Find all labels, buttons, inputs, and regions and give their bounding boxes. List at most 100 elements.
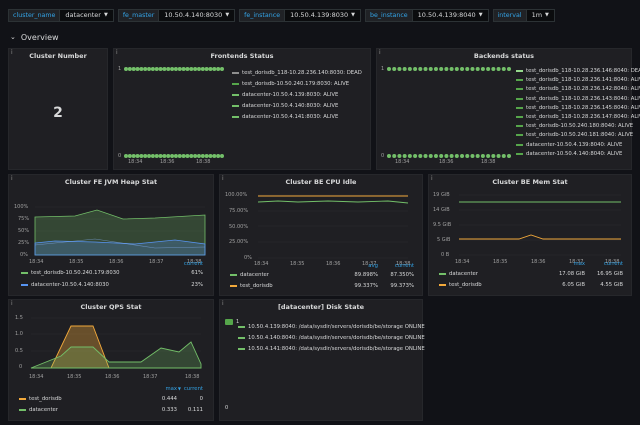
legend-item[interactable]: test_dorisdb_118-10.28.236.141:8040: ALI… (516, 77, 640, 83)
panel-disk-state[interactable]: i [datacenter] Disk State 1 0 10.50.4.13… (219, 299, 425, 421)
legend-item[interactable]: datacenter (19, 407, 58, 413)
status-point (491, 154, 496, 158)
chevron-down-icon: ⌄ (10, 33, 16, 41)
legend-header-avg: avg (368, 263, 378, 269)
series-label: datacenter (29, 407, 58, 413)
caret-down-icon: ▼ (103, 11, 108, 18)
legend-item[interactable]: datacenter-10.50.4.140:8030: ALIVE (232, 103, 338, 109)
series-label: test_dorisdb (240, 283, 273, 289)
legend-item[interactable]: test_dorisdb_118-10.28.236.140:8030: DEA… (232, 70, 362, 76)
panel-info-icon: i (11, 300, 13, 307)
legend-item[interactable]: datacenter (230, 272, 269, 278)
series-current: 99.373% (390, 283, 414, 289)
status-point (428, 67, 433, 71)
status-point (397, 154, 402, 158)
sort-desc-icon: ▼ (177, 386, 181, 391)
status-point (507, 154, 511, 158)
series-swatch (516, 88, 523, 91)
status-point (185, 154, 190, 158)
panel-be-mem[interactable]: i Cluster BE Mem Stat 19 GiB 14 GiB 9.5 … (428, 174, 632, 296)
var-fe-master[interactable]: fe_master 10.50.4.140:8030 ▼ (117, 8, 236, 22)
legend-item[interactable]: test_dorisdb_118-10.28.236.145:8040: ALI… (516, 105, 640, 111)
legend-header-current: current (183, 386, 203, 392)
panel-qps[interactable]: i Cluster QPS Stat 1.5 1.0 0.5 0 18:34 1… (8, 299, 214, 421)
legend-item[interactable]: datacenter-10.50.4.140:8040: ALIVE (516, 151, 622, 157)
status-point (204, 154, 209, 158)
y-tick: 1 (236, 319, 240, 325)
status-point (143, 154, 148, 158)
var-cluster-name[interactable]: cluster_name datacenter ▼ (8, 8, 114, 22)
status-point (475, 67, 480, 71)
status-point (439, 67, 444, 71)
var-fe-instance[interactable]: fe_instance 10.50.4.139:8030 ▼ (239, 8, 361, 22)
legend-item[interactable]: datacenter-10.50.4.141:8030: ALIVE (232, 114, 338, 120)
status-point (185, 67, 190, 71)
legend-item[interactable]: test_dorisdb_118-10.28.236.147:8040: ALI… (516, 114, 640, 120)
var-value-select[interactable]: 10.50.4.139:8030 ▼ (285, 8, 361, 22)
status-point (413, 67, 418, 71)
legend-item[interactable]: test_dorisdb_118-10.28.236.146:8040: DEA… (516, 68, 640, 74)
series-current: 87.350% (390, 272, 414, 278)
series-label: datacenter (240, 272, 269, 278)
legend-item[interactable]: test_dorisdb-10.50.240.181:8040: ALIVE (516, 132, 633, 138)
series-current: 4.55 GiB (600, 282, 623, 288)
series-swatch (516, 106, 523, 109)
series-swatch (516, 125, 523, 128)
panel-frontends-status[interactable]: i Frontends Status 1 0 18:34 18:36 18:38… (113, 48, 371, 170)
x-tick: 18:38 (605, 259, 620, 265)
legend-item[interactable]: test_dorisdb-10.50.240.180:8040: ALIVE (516, 123, 633, 129)
legend-item[interactable]: 10.50.4.139:8040: /data/sysdir/servers/d… (238, 324, 425, 330)
legend-item[interactable]: test_dorisdb (19, 396, 62, 402)
series-swatch (516, 70, 523, 72)
panel-backends-status[interactable]: i Backends status 1 0 18:34 18:36 18:38 … (376, 48, 640, 170)
legend-item[interactable]: test_dorisdb-10.50.240.179:8030: ALIVE (232, 81, 349, 87)
legend-item[interactable]: datacenter-10.50.4.139:8030: ALIVE (232, 92, 338, 98)
series-label: 10.50.4.140:8040: /data/sysdir/servers/d… (248, 335, 425, 341)
legend-item[interactable]: test_dorisdb (439, 282, 482, 288)
panel-fe-heap[interactable]: i Cluster FE JVM Heap Stat 100% 75% 50% … (8, 174, 214, 296)
status-point (173, 67, 178, 71)
legend-item[interactable]: datacenter-10.50.4.139:8040: ALIVE (516, 142, 622, 148)
var-value-select[interactable]: 10.50.4.140:8030 ▼ (159, 8, 236, 22)
status-point (193, 67, 198, 71)
var-be-instance[interactable]: be_instance 10.50.4.139:8040 ▼ (364, 8, 489, 22)
legend-item[interactable]: test_dorisdb (230, 283, 273, 289)
status-point (496, 154, 501, 158)
series-swatch (21, 284, 28, 286)
panel-cluster-number[interactable]: i Cluster Number 2 (8, 48, 108, 170)
legend-item[interactable]: datacenter (439, 271, 478, 277)
status-point (480, 154, 485, 158)
series-label: test_dorisdb-10.50.240.179:8030: ALIVE (242, 81, 350, 87)
status-point (208, 67, 213, 71)
x-tick: 18:38 (185, 374, 200, 380)
series-label: 10.50.4.139:8040: /data/sysdir/servers/d… (248, 324, 425, 330)
status-point (465, 154, 470, 158)
panel-be-cpu-idle[interactable]: i Cluster BE CPU Idle 100.00% 75.00% 50.… (219, 174, 423, 296)
status-point (177, 154, 182, 158)
legend-item[interactable]: test_dorisdb-10.50.240.179:8030 (21, 270, 120, 276)
legend-item[interactable]: test_dorisdb_118-10.28.236.143:8040: ALI… (516, 96, 640, 102)
var-interval[interactable]: interval 1m ▼ (492, 8, 555, 22)
var-value-select[interactable]: datacenter ▼ (60, 8, 114, 22)
series-avg: 89.898% (354, 272, 378, 278)
legend-item[interactable]: 10.50.4.140:8040: /data/sysdir/servers/d… (238, 335, 425, 341)
status-point (124, 67, 128, 71)
row-overview-toggle[interactable]: ⌄ Overview (10, 31, 59, 43)
be-cpu-chart (257, 194, 409, 259)
var-value-select[interactable]: 1m ▼ (526, 8, 555, 22)
status-point (173, 154, 178, 158)
legend-item[interactable]: datacenter-10.50.4.140:8030 (21, 282, 109, 288)
panel-info-icon: i (116, 49, 118, 56)
legend-item[interactable]: test_dorisdb_118-10.28.236.142:8040: ALI… (516, 86, 640, 92)
var-label: fe_master (117, 8, 160, 22)
y-tick: 0 (118, 153, 122, 159)
row-title: Overview (20, 32, 59, 42)
y-tick: 25% (18, 240, 30, 246)
var-value-select[interactable]: 10.50.4.139:8040 ▼ (412, 8, 489, 22)
series-label: test_dorisdb_118-10.28.236.141:8040: ALI… (526, 77, 640, 84)
status-point (433, 67, 438, 71)
status-point (170, 67, 175, 71)
y-tick: 50% (18, 228, 30, 234)
legend-item[interactable]: 10.50.4.141:8040: /data/sysdir/servers/d… (238, 346, 425, 352)
var-value-text: 10.50.4.139:8040 (417, 10, 476, 19)
